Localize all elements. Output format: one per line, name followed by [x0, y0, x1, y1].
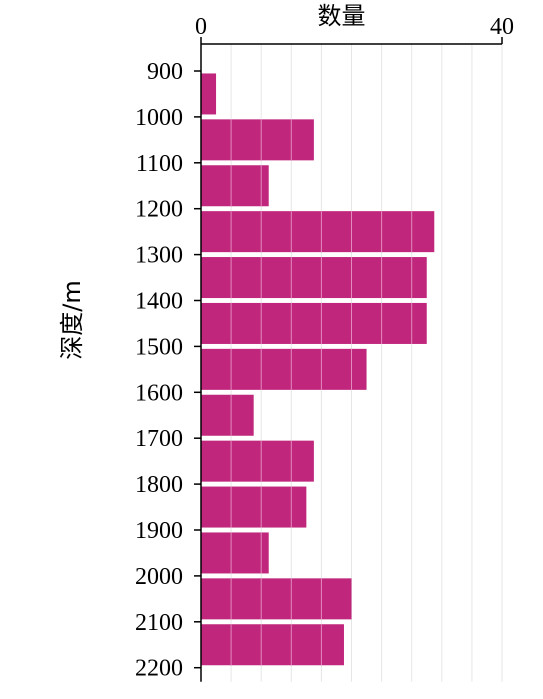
y-tick-label: 1900: [135, 518, 183, 544]
bar-1100: [201, 165, 269, 207]
axis-ticks: 0 40 900 1000 1100 1200 1300 1400 1500 1600 1700 18…: [135, 14, 514, 682]
bar-1400: [201, 302, 427, 344]
y-tick-label: 1100: [136, 151, 183, 177]
bar-1000: [201, 119, 314, 161]
y-tick-label: 1500: [135, 334, 183, 360]
x-tick-label: 40: [490, 14, 514, 40]
y-tick-label: 2000: [135, 564, 183, 590]
bar-1800: [201, 486, 307, 528]
bar-2100: [201, 624, 344, 666]
y-tick-label: 1700: [135, 426, 183, 452]
bar-1500: [201, 348, 367, 390]
y-tick-label: 900: [147, 59, 183, 85]
bar-900: [201, 73, 217, 115]
y-tick-label: 1000: [135, 105, 183, 131]
bar-1900: [201, 532, 269, 574]
y-tick-label: 1600: [135, 380, 183, 406]
bar-1600: [201, 394, 254, 436]
y-axis-title: 深度/m: [58, 280, 86, 359]
x-axis-title: 数量: [318, 2, 366, 30]
y-tick-label: 1300: [135, 243, 183, 269]
bar-1700: [201, 440, 314, 482]
bars: [201, 73, 435, 666]
bar-1300: [201, 257, 427, 299]
bar-1200: [201, 211, 435, 253]
y-tick-label: 1800: [135, 472, 183, 498]
y-tick-label: 1200: [135, 197, 183, 223]
x-tick-label: 0: [195, 14, 207, 40]
bar-2000: [201, 578, 352, 620]
y-tick-label: 2100: [135, 610, 183, 636]
y-tick-label: 2200: [135, 656, 183, 682]
y-tick-label: 1400: [135, 289, 183, 315]
